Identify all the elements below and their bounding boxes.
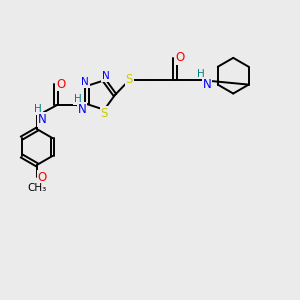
Text: N: N <box>81 77 89 87</box>
Text: O: O <box>38 171 47 184</box>
Text: O: O <box>57 77 66 91</box>
Text: H: H <box>197 69 205 79</box>
Text: N: N <box>38 113 46 126</box>
Text: CH₃: CH₃ <box>27 183 47 193</box>
Text: H: H <box>34 104 42 114</box>
Text: N: N <box>202 77 211 91</box>
Text: S: S <box>100 107 108 120</box>
Text: N: N <box>78 103 86 116</box>
Text: N: N <box>102 71 110 82</box>
Text: O: O <box>176 51 185 64</box>
Text: S: S <box>125 73 133 86</box>
Text: H: H <box>74 94 82 104</box>
